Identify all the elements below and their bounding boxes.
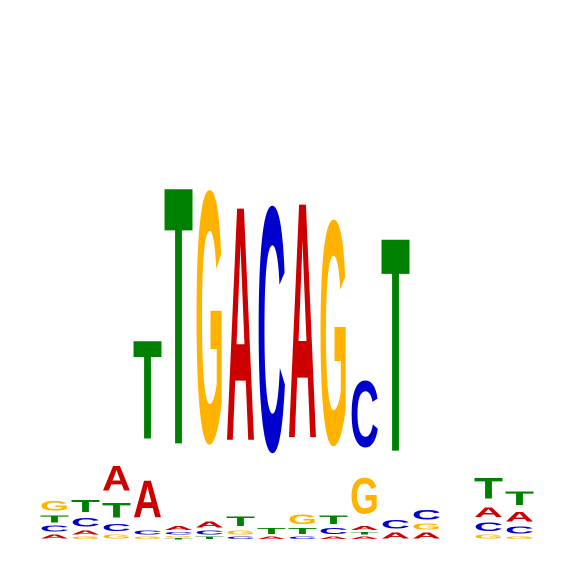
logo-letter-g: G	[164, 536, 193, 538]
logo-letter-c: C	[257, 134, 286, 525]
logo-column: ATC	[257, 134, 286, 540]
logo-letter-a: A	[195, 520, 224, 529]
logo-letter-t: T	[195, 536, 225, 540]
logo-letter-a: A	[40, 534, 69, 541]
logo-letter-c: C	[505, 525, 534, 536]
logo-letter-t: T	[71, 496, 100, 516]
logo-letter-c: C	[350, 362, 379, 467]
logo-letter-t: T	[350, 531, 380, 535]
logo-letter-t: T	[474, 472, 503, 505]
logo-letter-c: C	[102, 523, 131, 534]
logo-letter-g: G	[319, 155, 348, 512]
logo-letter-c: C	[474, 520, 503, 533]
logo-letter-g: G	[133, 536, 162, 540]
logo-letter-a: A	[71, 529, 100, 536]
logo-letter-a: A	[319, 536, 348, 540]
logo-letter-t: T	[164, 538, 194, 540]
logo-letter-t: T	[257, 527, 286, 536]
logo-letter-t: T	[505, 487, 534, 509]
logo-letter-g: G	[350, 469, 379, 525]
logo-letter-a: A	[133, 469, 162, 529]
logo-letter-a: A	[474, 505, 503, 520]
logo-letter-g: G	[195, 118, 224, 519]
logo-letter-t: T	[381, 175, 410, 516]
logo-letter-c: C	[71, 516, 100, 529]
logo-column: AGC	[412, 507, 441, 540]
logo-letter-a: A	[288, 131, 317, 509]
logo-letter-t: T	[319, 514, 348, 527]
logo-letter-t: T	[40, 514, 69, 525]
logo-letter-a: A	[102, 460, 131, 499]
logo-letter-t: T	[288, 527, 317, 536]
logo-letter-g: G	[412, 522, 441, 531]
logo-letter-c: C	[195, 529, 224, 536]
logo-letter-c: C	[40, 525, 69, 534]
logo-letter-c: C	[133, 529, 162, 536]
logo-letter-c: C	[288, 536, 317, 540]
logo-columns: ACTGGACTGCTAGCATTGCATTCAGCGTAATCCTGAACTG…	[40, 110, 534, 541]
logo-letter-a: A	[226, 135, 255, 511]
logo-letter-t: T	[133, 312, 162, 469]
logo-letter-g: G	[505, 536, 534, 540]
logo-letter-g: G	[102, 533, 131, 540]
logo-letter-a: A	[381, 531, 410, 540]
logo-letter-a: A	[350, 536, 379, 540]
logo-letter-c: C	[319, 527, 348, 536]
logo-column: ACT	[381, 175, 410, 540]
logo-letter-g: G	[474, 533, 503, 540]
logo-letter-g: G	[226, 529, 255, 536]
logo-letter-c: C	[381, 518, 410, 531]
logo-letter-t: T	[226, 514, 255, 529]
logo-letter-a: A	[505, 510, 534, 525]
logo-letter-a: A	[350, 525, 379, 532]
logo-letter-g: G	[288, 512, 317, 527]
logo-letter-g: G	[40, 498, 69, 513]
logo-letter-g: G	[71, 536, 100, 540]
logo-letter-c: C	[164, 531, 193, 535]
logo-letter-t: T	[164, 110, 193, 522]
logo-letter-a: A	[257, 536, 286, 540]
logo-letter-c: C	[412, 507, 441, 522]
logo-letter-a: A	[412, 531, 441, 540]
logo-letter-a: A	[164, 525, 193, 532]
logo-letter-t: T	[102, 498, 132, 522]
logo-letter-c: C	[226, 536, 255, 540]
